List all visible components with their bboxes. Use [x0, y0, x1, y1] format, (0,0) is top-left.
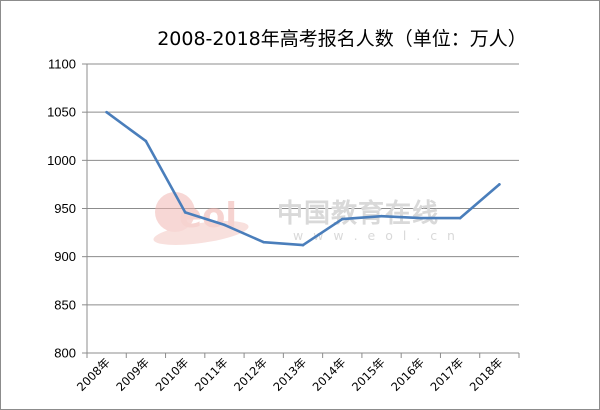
data-point: [458, 216, 462, 220]
y-tick-label: 800: [54, 346, 76, 361]
x-tick-label: 2013年: [270, 355, 309, 394]
data-point: [144, 139, 148, 143]
watermark-site-name: 中国教育在线: [277, 198, 439, 229]
data-point: [380, 214, 383, 218]
x-tick-label: 2016年: [388, 355, 427, 394]
data-point: [262, 240, 266, 244]
watermark: eol 中国教育在线 w w w . e o l . c n: [153, 192, 458, 245]
data-point: [223, 223, 226, 227]
chart-title: 2008-2018年高考报名人数（单位：万人）: [157, 28, 527, 50]
eol-logo-circle: [155, 192, 195, 232]
watermark-url: w w w . e o l . c n: [293, 228, 458, 243]
data-point: [340, 217, 344, 221]
y-tick-label: 950: [54, 201, 76, 216]
data-point: [498, 183, 501, 186]
x-tick-label: 2008年: [74, 355, 113, 394]
x-tick-label: 2011年: [192, 355, 231, 394]
data-point: [183, 211, 187, 214]
y-tick-label: 850: [54, 297, 76, 312]
x-tick-label: 2012年: [231, 355, 270, 394]
data-point: [301, 243, 305, 247]
eol-logo-swoosh: [153, 221, 249, 245]
x-tick-label: 2010年: [153, 355, 192, 394]
x-tick-label: 2009年: [113, 355, 152, 394]
eol-logo: eol: [153, 192, 249, 245]
y-tick-labels: 800 850 900 950 1000 1050 1100: [47, 57, 76, 361]
axes: [82, 63, 520, 358]
y-tick-label: 1000: [47, 153, 76, 168]
x-tick-label: 2018年: [467, 355, 506, 394]
y-tick-label: 900: [54, 249, 76, 264]
x-tick-label: 2017年: [427, 355, 466, 394]
data-point: [419, 216, 423, 220]
eol-logo-text: eol: [179, 196, 237, 236]
y-tick-label: 1050: [47, 105, 76, 120]
data-point: [105, 110, 108, 114]
x-tick-label: 2015年: [349, 355, 388, 394]
x-tick-labels: 2008年 2009年 2010年 2011年 2012年 2013年 2014年 2015年…: [74, 355, 505, 394]
y-tick-label: 1100: [48, 57, 76, 72]
x-tick-label: 2014年: [310, 355, 349, 394]
gridlines: [87, 63, 519, 306]
series-layer: [105, 110, 501, 247]
